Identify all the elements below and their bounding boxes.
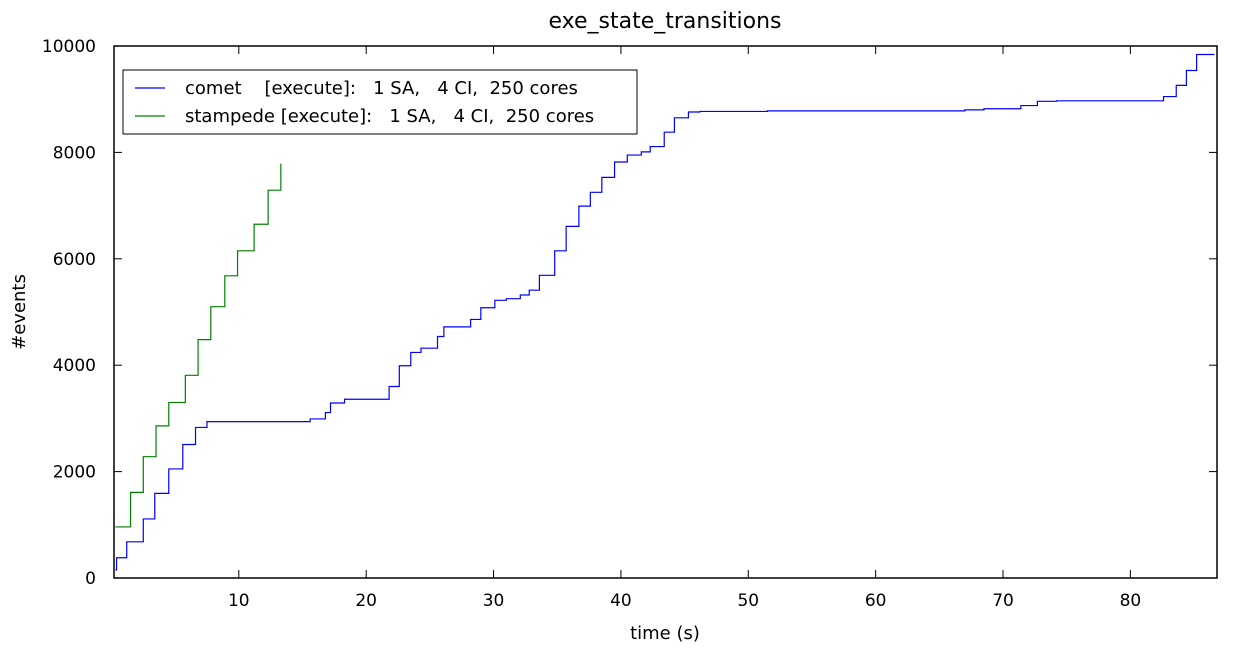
legend: comet [execute]: 1 SA, 4 CI, 250 cores s… — [122, 69, 638, 135]
y-tick-label: 4000 — [53, 356, 96, 376]
x-tick-label: 80 — [1120, 591, 1142, 611]
x-axis-label: time (s) — [630, 623, 700, 644]
x-tick-label: 40 — [610, 591, 632, 611]
y-axis-label: #events — [9, 274, 30, 350]
y-tick-label: 8000 — [53, 143, 96, 163]
x-tick-label: 30 — [483, 591, 505, 611]
legend-label-comet: comet [execute]: 1 SA, 4 CI, 250 cores — [185, 78, 578, 99]
y-axis-ticks: 0 2000 4000 6000 8000 10000 — [42, 37, 1217, 589]
y-tick-label: 2000 — [53, 463, 96, 483]
legend-box — [122, 69, 638, 135]
x-tick-label: 70 — [992, 591, 1014, 611]
y-tick-label: 0 — [85, 569, 96, 589]
x-axis-ticks: 10 20 30 40 50 60 70 80 — [228, 46, 1141, 611]
y-tick-label: 6000 — [53, 250, 96, 270]
series-line-comet — [115, 53, 1215, 571]
plot-series-layer — [115, 53, 1215, 571]
y-tick-label: 10000 — [42, 37, 96, 57]
series-line-stampede — [115, 163, 282, 528]
chart-title: exe_state_transitions — [548, 9, 781, 34]
x-tick-label: 20 — [355, 591, 377, 611]
x-tick-label: 10 — [228, 591, 250, 611]
x-tick-label: 50 — [737, 591, 759, 611]
legend-label-stampede: stampede [execute]: 1 SA, 4 CI, 250 core… — [185, 106, 594, 127]
x-tick-label: 60 — [865, 591, 887, 611]
plot-frame — [113, 45, 1218, 579]
